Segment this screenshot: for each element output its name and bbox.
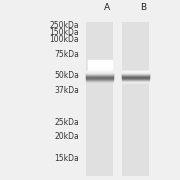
Text: 25kDa: 25kDa <box>55 118 79 127</box>
Text: 37kDa: 37kDa <box>54 86 79 94</box>
Text: 100kDa: 100kDa <box>50 35 79 44</box>
FancyBboxPatch shape <box>122 22 149 176</box>
Text: 20kDa: 20kDa <box>55 132 79 141</box>
Text: 15kDa: 15kDa <box>55 154 79 163</box>
Text: B: B <box>140 3 146 12</box>
FancyBboxPatch shape <box>86 22 113 176</box>
Text: 250kDa: 250kDa <box>50 21 79 30</box>
Text: A: A <box>104 3 110 12</box>
Text: 150kDa: 150kDa <box>50 28 79 37</box>
Text: 50kDa: 50kDa <box>54 71 79 80</box>
Text: 75kDa: 75kDa <box>54 50 79 59</box>
